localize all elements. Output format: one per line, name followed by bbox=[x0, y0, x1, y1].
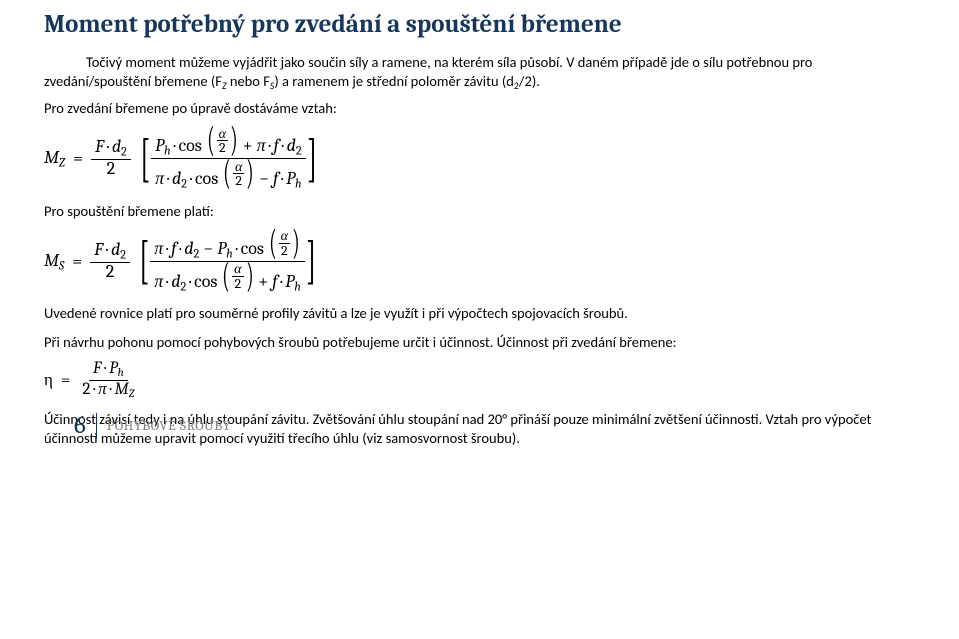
footer-divider bbox=[96, 413, 97, 439]
page-title: Moment potřebný pro zvedání a spouštění … bbox=[44, 10, 915, 39]
paragraph-intro: Točivý moment můžeme vyjádřit jako souči… bbox=[44, 53, 915, 93]
footer-title: POHYBOVÉ ŠROUBY bbox=[107, 417, 231, 434]
paragraph-rovnice-note: Uvedené rovnice platí pro souměrné profi… bbox=[44, 304, 915, 323]
page-footer: 6 POHYBOVÉ ŠROUBY bbox=[74, 411, 231, 440]
formula-mz: MZ = F·d2 2 [ Ph·cos (α2) + π·f·d2 π·d2·… bbox=[44, 126, 915, 192]
paragraph-ucinnost-intro: Při návrhu pohonu pomocí pohybových šrou… bbox=[44, 333, 915, 352]
paragraph-spousteni-intro: Pro spouštění břemene platí: bbox=[44, 202, 915, 221]
formula-ms: MS = F·d2 2 [ π·f·d2 − Ph·cos (α2) π·d2·… bbox=[44, 229, 915, 295]
page-number: 6 bbox=[74, 411, 96, 440]
paragraph-zvedani-intro: Pro zvedání břemene po úpravě dostáváme … bbox=[44, 99, 915, 118]
formula-eta: η= F·Ph 2·π·MZ bbox=[44, 360, 915, 400]
